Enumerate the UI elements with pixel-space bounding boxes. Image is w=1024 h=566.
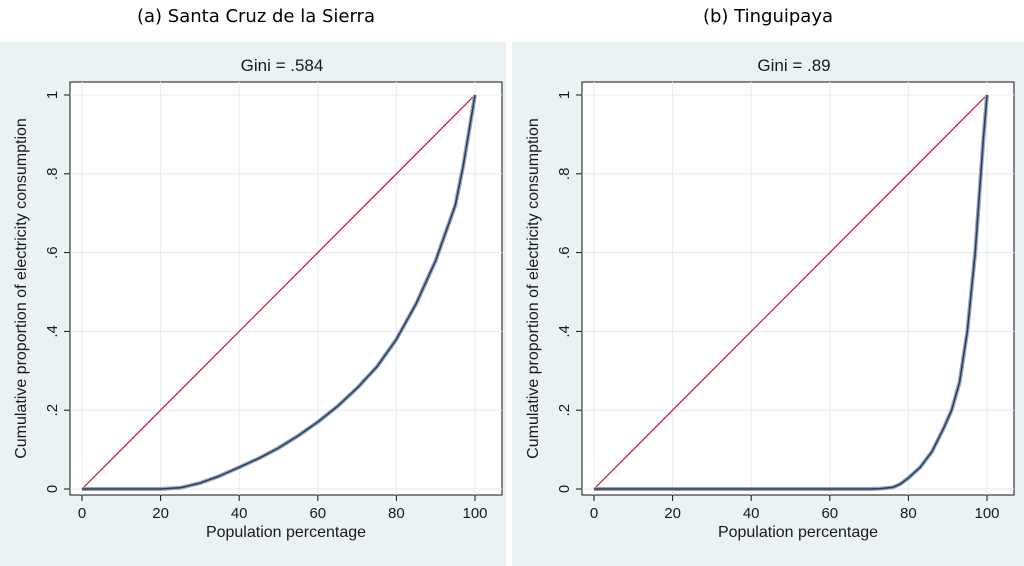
- x-tick-label: 0: [78, 505, 86, 522]
- caption-panel-b: (b) Tinguipaya: [702, 6, 834, 27]
- y-tick-label: .6: [44, 246, 61, 259]
- plot-area: [69, 81, 503, 496]
- chart-title: Gini = .584: [241, 56, 324, 75]
- x-tick-label: 80: [388, 505, 405, 522]
- y-tick-label: .2: [556, 404, 573, 417]
- equality-line: [593, 94, 988, 490]
- y-tick-label: 1: [44, 91, 61, 99]
- y-axis-label: Cumulative proportion of electricity con…: [13, 118, 30, 459]
- x-tick-label: 0: [590, 505, 598, 522]
- x-tick-label: 60: [821, 505, 838, 522]
- caption-panel-a: (a) Santa Cruz de la Sierra: [136, 6, 375, 27]
- chart-title: Gini = .89: [757, 56, 830, 75]
- chart-panel-1: Gini = .89 0 20 40 60 80 100 0 .2 .4 .6 .8 1 Populati…: [525, 56, 1015, 541]
- y-tick-label: .4: [44, 325, 61, 338]
- y-tick-label: .4: [556, 325, 573, 338]
- equality-line: [81, 94, 476, 490]
- y-tick-label: .8: [44, 168, 61, 181]
- plot-area: [581, 81, 1015, 496]
- y-tick-label: .2: [44, 404, 61, 417]
- x-axis-label: Population percentage: [206, 524, 366, 541]
- x-tick-label: 20: [664, 505, 681, 522]
- chart-panel-0: Gini = .584 0 20 40 60 80 100 0 .2 .4 .6 .8 1 Populat…: [13, 56, 503, 541]
- x-tick-label: 80: [900, 505, 917, 522]
- y-tick-label: 0: [44, 485, 61, 493]
- y-tick-label: .6: [556, 246, 573, 259]
- y-axis-label: Cumulative proportion of electricity con…: [525, 118, 542, 459]
- lorenz-curve: [594, 94, 988, 490]
- x-tick-label: 100: [974, 505, 999, 522]
- x-tick-label: 20: [152, 505, 169, 522]
- x-axis-label: Population percentage: [718, 524, 878, 541]
- y-tick-label: 1: [556, 91, 573, 99]
- x-tick-label: 40: [743, 505, 760, 522]
- panel-divider: [506, 42, 512, 566]
- x-tick-label: 100: [462, 505, 487, 522]
- x-tick-label: 40: [231, 505, 248, 522]
- y-tick-label: 0: [556, 485, 573, 493]
- lorenz-curve: [82, 94, 476, 490]
- y-tick-label: .8: [556, 168, 573, 181]
- x-tick-label: 60: [309, 505, 326, 522]
